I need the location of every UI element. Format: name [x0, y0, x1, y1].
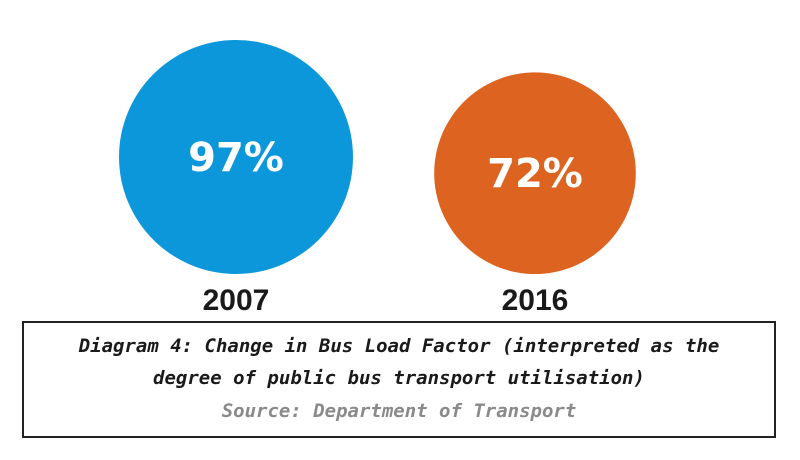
bubble-chart: 97% 2007 72% 2016: [119, 40, 636, 317]
caption-source: Source: Department of Transport: [221, 400, 577, 422]
caption-box: Diagram 4: Change in Bus Load Factor (in…: [22, 321, 776, 438]
caption-title-line-2: degree of public bus transport utilisati…: [153, 367, 645, 389]
bubble-value-label-2007: 97%: [188, 135, 284, 181]
bubble-value-label-2016: 72%: [487, 151, 583, 197]
caption-title-line-1: Diagram 4: Change in Bus Load Factor (in…: [78, 335, 720, 357]
bubble-2016: [434, 72, 636, 275]
category-label-2016: 2016: [502, 284, 569, 317]
bubble-2007: [119, 40, 353, 274]
category-label-2007: 2007: [203, 284, 270, 317]
bubble-group: 97% 2007 72% 2016: [119, 40, 636, 317]
